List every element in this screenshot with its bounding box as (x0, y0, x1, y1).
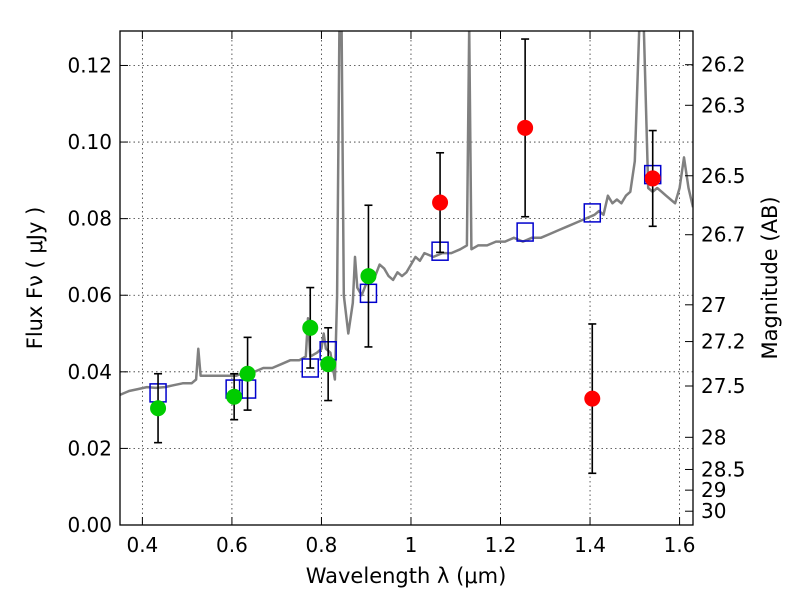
plot-background (120, 31, 693, 525)
grid (120, 31, 693, 526)
y2-axis-title: Magnitude (AB) (758, 196, 782, 359)
data-point (239, 365, 256, 382)
data-point (432, 194, 449, 211)
data-point (644, 170, 661, 187)
data-point (150, 400, 167, 417)
x-tick-label: 1.6 (664, 533, 696, 557)
magnitude-tick-label: 29 (701, 478, 726, 502)
y-tick-label: 0.10 (67, 130, 112, 154)
x-tick-label: 0.8 (306, 533, 338, 557)
x-tick-label: 1.2 (485, 533, 517, 557)
magnitude-tick-label: 26.3 (701, 93, 746, 117)
x-tick-label: 1.4 (574, 533, 606, 557)
x-axis-title: Wavelength λ (μm) (306, 564, 507, 588)
magnitude-tick-label: 30 (701, 499, 726, 523)
magnitude-tick-label: 26.5 (701, 164, 746, 188)
model-square (516, 222, 534, 242)
x-tick-label: 1 (405, 533, 418, 557)
y-tick-label: 0.12 (67, 53, 112, 77)
x-tick-label: 0.6 (216, 533, 248, 557)
data-point (226, 388, 243, 405)
y-axis-title: Flux Fν ( μJy ) (23, 207, 47, 350)
data-point (360, 268, 377, 285)
y-tick-label: 0.08 (67, 207, 112, 231)
magnitude-tick-label: 27.5 (701, 374, 746, 398)
x-tick-label: 0.4 (126, 533, 158, 557)
y-tick-label: 0.04 (67, 360, 112, 384)
axes: 0.4 0.6 0.8 1 1.2 1.4 1.6 0.00 0.02 0.04 0.06 0.08 0… (67, 31, 746, 557)
plot-area (120, 31, 693, 475)
data-point (320, 356, 337, 373)
magnitude-tick-label: 28.5 (701, 457, 746, 481)
magnitude-tick-label: 26.7 (701, 223, 746, 247)
plot-frame (119, 30, 694, 526)
data-point (302, 319, 319, 336)
model-square (583, 203, 602, 223)
magnitude-tick-label: 28 (701, 425, 726, 449)
y-tick-label: 0.02 (67, 436, 112, 460)
y-tick-label: 0.06 (67, 283, 112, 307)
y-tick-label: 0.00 (67, 513, 112, 537)
observed-photometry (150, 119, 661, 417)
data-point (584, 390, 601, 407)
magnitude-tick-label: 27 (701, 293, 726, 317)
magnitude-tick-label: 27.2 (701, 330, 746, 354)
magnitude-tick-label: 26.2 (701, 53, 746, 77)
data-point (517, 119, 534, 136)
